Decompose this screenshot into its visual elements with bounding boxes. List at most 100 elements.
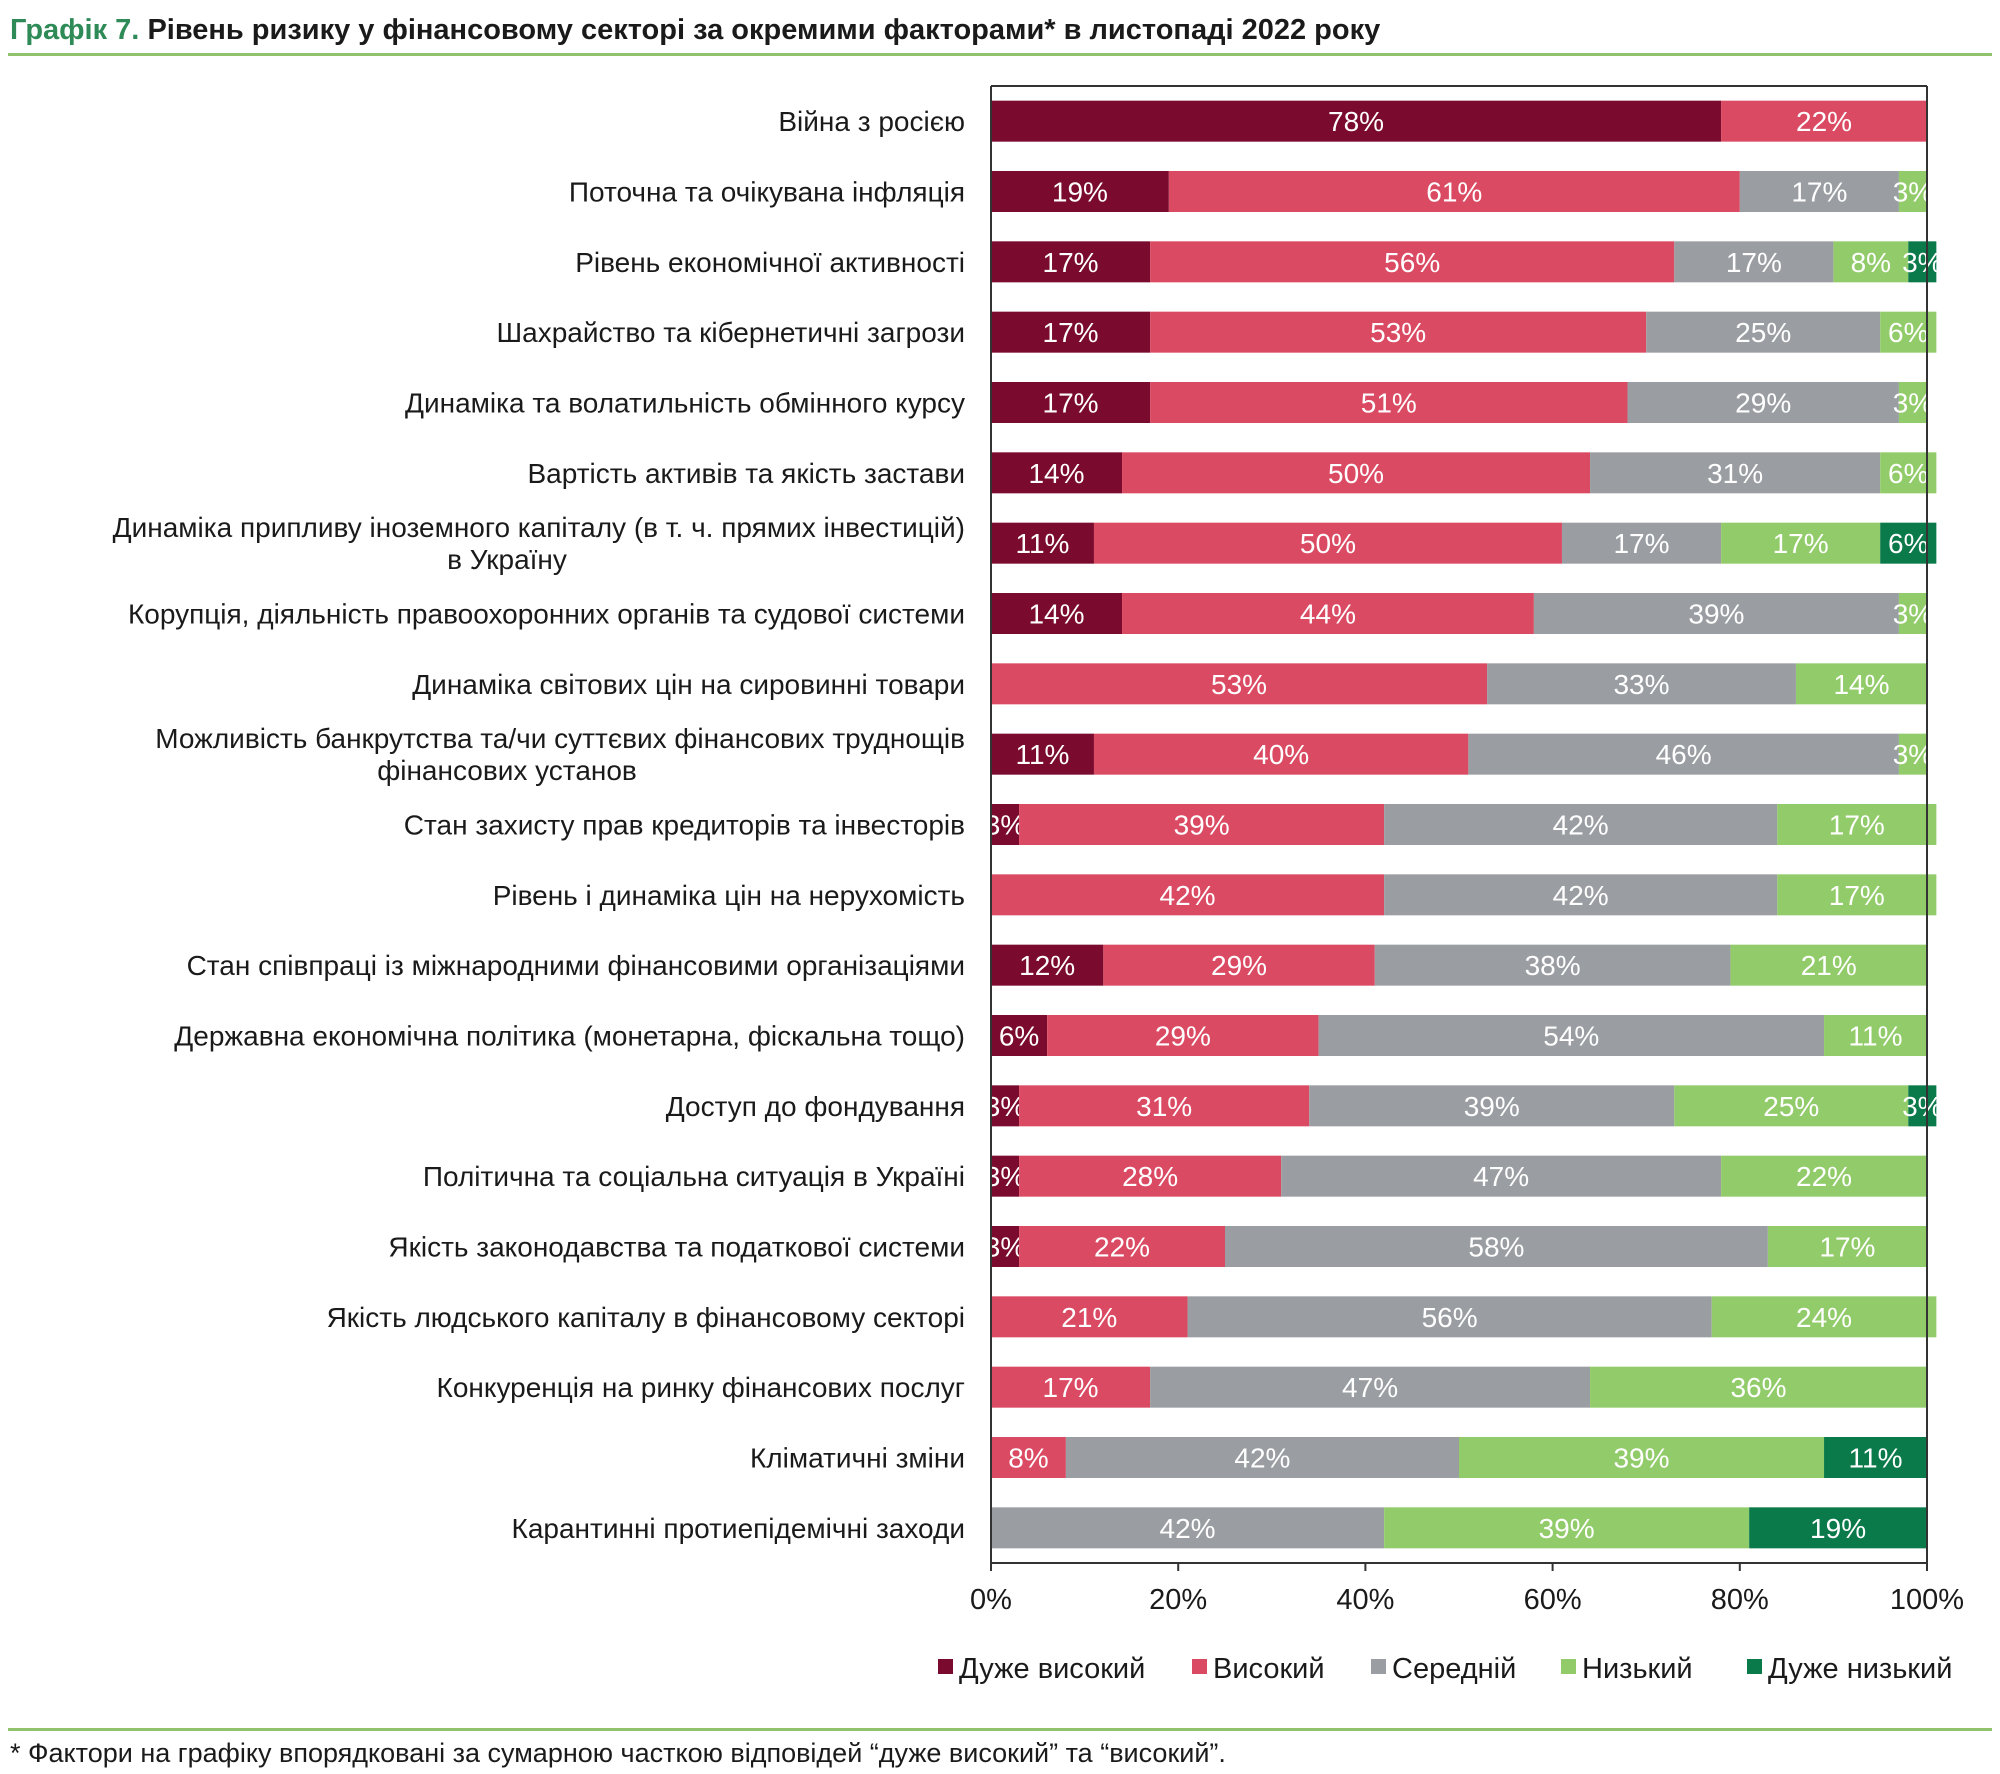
bar-segment [991,874,1385,916]
data-label: 11% [1015,739,1069,770]
category-label: Якість людського капіталу в фінансовому … [327,1302,965,1333]
data-label: 17% [1613,528,1669,559]
bar-segment [1122,452,1591,494]
legend-swatch [1561,1659,1576,1674]
bar-segment [1459,1437,1825,1478]
category-label: Шахрайство та кібернетичні загрози [496,317,965,348]
bar-segment [991,593,1123,634]
data-label: 42% [1160,1513,1216,1544]
bar-segment [991,1296,1188,1338]
data-label: 25% [1735,317,1791,348]
data-label: 19% [1052,177,1108,208]
category-label: Стан співпраці із міжнародними фінансови… [187,950,965,981]
bar-segment [1065,1437,1459,1478]
data-label: 17% [1819,1232,1875,1263]
data-label: 39% [1174,810,1230,841]
bar-segment [1898,171,1927,212]
legend-label: Дуже низький [1768,1653,1952,1685]
bar-segment [1721,1155,1927,1197]
bar-segment [991,1366,1151,1408]
bar-segment [1674,241,1834,283]
bar-segment [991,1015,1048,1056]
data-label: 6% [1888,458,1928,489]
bar-segment [991,804,1020,845]
category-label: Конкуренція на ринку фінансових послуг [437,1372,965,1403]
data-label: 56% [1422,1302,1478,1333]
category-label: Можливість банкрутства та/чи суттєвих фі… [155,723,965,754]
bar-segment [1093,522,1562,564]
bar-segment [1898,382,1927,423]
stacked-bar-chart: 78% 22% Війна з росією 19% 61% 17% 3% Поточна т… [113,85,1964,1685]
category-label: Державна економічна політика (монетарна,… [174,1021,965,1052]
data-label: 42% [1160,880,1216,911]
x-tick-label: 80% [1711,1584,1769,1616]
bar-segment [1721,100,1927,142]
bar-segment [1019,1226,1225,1267]
bar-segment [1468,733,1899,775]
bar-segment [991,241,1151,283]
data-label: 46% [1656,739,1712,770]
bar-segment [1019,1155,1282,1197]
bar-segment [1749,1507,1927,1549]
bar-segment [1150,1366,1591,1408]
x-tick-label: 60% [1524,1584,1582,1616]
bar-segment [1150,382,1628,423]
data-label: 29% [1211,950,1267,981]
data-label: 14% [1028,458,1084,489]
bar-segment [991,1226,1020,1267]
bar-segment [1047,1015,1319,1056]
bar-segment [1019,804,1385,845]
data-label: 8% [1851,247,1891,278]
bar-segment [991,733,1094,775]
category-label: Стан захисту прав кредиторів та інвестор… [404,810,965,841]
data-label: 25% [1763,1091,1819,1122]
data-label: 61% [1426,177,1482,208]
data-label: 31% [1707,458,1763,489]
bar-segment [991,1085,1020,1127]
bar-segment [1384,804,1778,845]
bar-segment [1122,593,1534,634]
legend-swatch [1371,1659,1386,1674]
data-label: 47% [1342,1372,1398,1403]
bar-segment [1309,1085,1675,1127]
data-label: 17% [1829,880,1885,911]
data-label: 17% [1043,1372,1099,1403]
chart-title: Графік 7. Рівень ризику у фінансовому се… [10,14,1380,47]
category-label: Політична та соціальна ситуація в Україн… [423,1161,965,1192]
data-label: 3% [1902,247,1942,278]
data-label: 58% [1468,1232,1524,1263]
bar-segment [1674,1085,1909,1127]
bar-segment [1833,241,1909,283]
bar-segment [1795,663,1927,705]
bar-segment [1777,874,1937,916]
x-tick-label: 100% [1890,1584,1964,1616]
bar-segment [1824,1015,1927,1056]
category-label: Кліматичні зміни [750,1443,965,1474]
bar-segment [1590,1366,1927,1408]
data-label: 39% [1688,599,1744,630]
legend-label: Низький [1582,1653,1693,1685]
data-label: 14% [1028,599,1084,630]
bar-segment [1711,1296,1937,1338]
bar-segment [1777,804,1937,845]
bar-segment [1898,733,1927,775]
bar-segment [1767,1226,1927,1267]
data-label: 53% [1211,669,1267,700]
data-label: 17% [1773,528,1829,559]
x-tick-label: 0% [970,1584,1012,1616]
bar-segment [1590,452,1881,494]
bar-segment [1374,944,1731,986]
footnote: * Фактори на графіку впорядковані за сум… [10,1738,1226,1768]
category-label: Вартість активів та якість застави [528,458,966,489]
legend-label: Середній [1392,1653,1516,1685]
bar-segment [1646,311,1881,353]
data-label: 31% [1136,1091,1192,1122]
data-label: 39% [1613,1443,1669,1474]
data-label: 21% [1061,1302,1117,1333]
bar-segment [991,100,1722,142]
bar-segment [991,1155,1020,1197]
category-label: Карантинні протиепідемічні заходи [512,1513,965,1544]
chart-number: Графік 7. [10,14,140,46]
bar-segment [1187,1296,1712,1338]
data-label: 38% [1525,950,1581,981]
